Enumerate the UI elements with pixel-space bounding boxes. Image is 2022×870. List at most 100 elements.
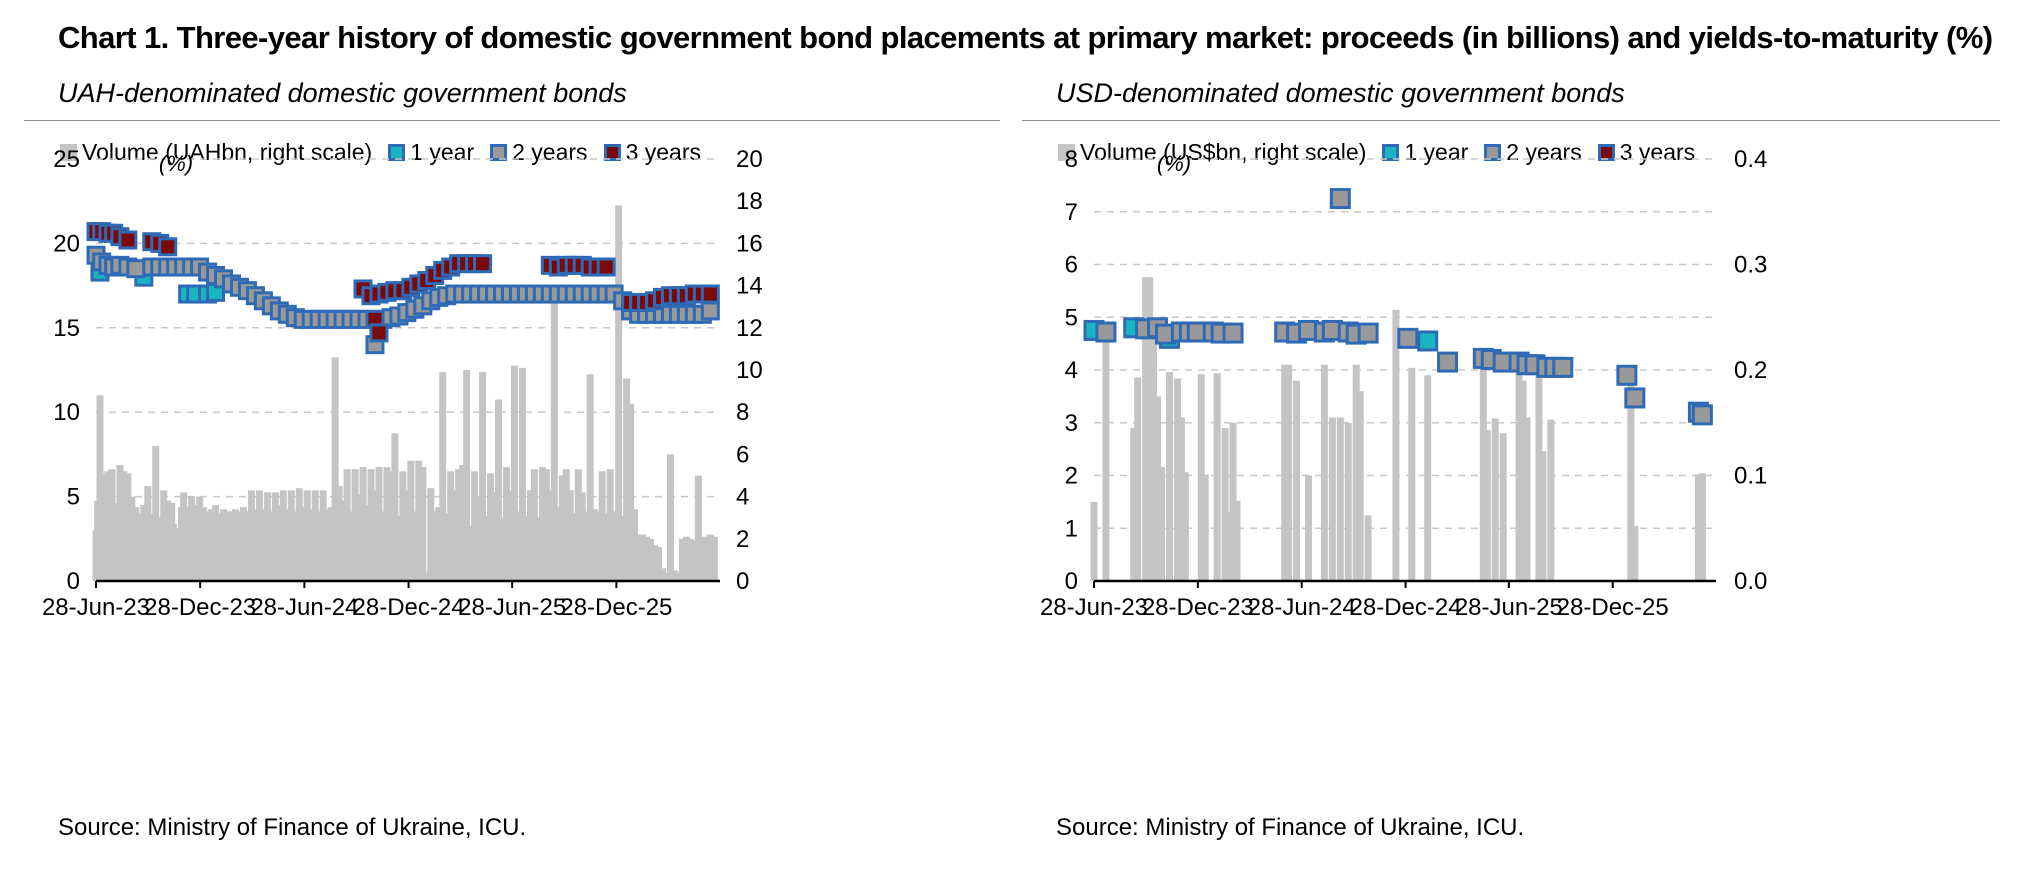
y-right-tick-label: 10 <box>736 357 763 384</box>
volume-bar <box>1134 377 1142 581</box>
volume-bar <box>670 570 678 581</box>
marker-3-years <box>700 284 720 304</box>
volume-bar <box>1392 309 1400 581</box>
volume-bar <box>475 496 483 581</box>
volume-bar <box>431 511 439 581</box>
volume-bar <box>427 488 435 581</box>
volume-bar <box>534 517 542 581</box>
y-left-tick-label: 10 <box>53 399 80 426</box>
marker-3-years <box>158 237 178 257</box>
legend-swatch-1-year <box>1382 143 1400 161</box>
chart-title: Chart 1. Three-year history of domestic … <box>58 20 1993 55</box>
y-right-tick-label: 14 <box>736 273 763 300</box>
volume-bar <box>1694 474 1702 581</box>
volume-bar <box>383 467 391 581</box>
volume-bar <box>518 367 526 581</box>
y-left-tick-label: 15 <box>53 315 80 342</box>
volume-bar <box>267 511 275 581</box>
y-left-tick-label: 7 <box>1065 199 1078 226</box>
x-tick-label: 28-Dec-25 <box>1557 594 1669 621</box>
volume-bar <box>1150 317 1158 581</box>
volume-bar <box>631 509 639 581</box>
volume-bar <box>698 536 706 581</box>
legend-item-2-years: 2 years <box>490 139 588 166</box>
y-right-tick-label: 0.0 <box>1734 568 1767 595</box>
volume-bar <box>639 534 647 581</box>
volume-bar <box>247 490 255 581</box>
volume-bar <box>419 467 427 581</box>
volume-bar <box>423 572 431 581</box>
volume-bar <box>367 469 375 581</box>
volume-bar <box>1173 378 1181 581</box>
volume-bar <box>1165 372 1173 581</box>
legend-swatch-2-years <box>1484 143 1502 161</box>
volume-bar <box>224 511 232 581</box>
volume-bar <box>647 538 655 581</box>
volume-bar <box>1408 367 1416 581</box>
marker-2-years <box>1552 356 1574 378</box>
volume-bar <box>263 492 271 581</box>
volume-bar <box>395 515 403 581</box>
volume-bar <box>627 403 635 581</box>
volume-bar <box>303 490 311 581</box>
volume-bar <box>271 492 279 581</box>
y-left-tick-label: 2 <box>1065 463 1078 490</box>
x-tick-label: 28-Dec-23 <box>1142 594 1254 621</box>
volume-bar <box>590 509 598 581</box>
volume-bar <box>674 572 682 581</box>
legend-swatch-2-years <box>490 143 508 161</box>
volume-bar <box>1535 363 1543 581</box>
x-tick-label: 28-Dec-24 <box>1350 594 1462 621</box>
volume-bar <box>1479 360 1487 581</box>
legend-item-1-year: 1 year <box>388 139 474 166</box>
y-right-tick-label: 12 <box>736 315 763 342</box>
marker-2-years <box>1616 364 1638 386</box>
legend-label-1-year: 1 year <box>410 138 475 165</box>
volume-bar <box>582 511 590 581</box>
volume-bar <box>196 496 204 581</box>
marker-2-years <box>126 259 146 279</box>
x-tick-label: 28-Jun-25 <box>1455 594 1563 621</box>
marker-2-years <box>1437 351 1459 373</box>
y-left-tick-label: 5 <box>1065 304 1078 331</box>
volume-bar <box>287 490 295 581</box>
legend-swatch-volume <box>1058 143 1075 161</box>
volume-bar <box>566 490 574 581</box>
volume-bar <box>283 509 291 581</box>
volume-bar <box>435 507 443 581</box>
y-right-tick-label: 0.3 <box>1734 252 1767 279</box>
volume-bar <box>658 568 666 581</box>
volume-bar <box>643 536 651 581</box>
volume-bar <box>619 515 627 581</box>
volume-bar <box>216 513 224 581</box>
volume-bar <box>499 517 507 581</box>
volume-bar <box>243 511 251 581</box>
volume-bar <box>443 513 451 581</box>
x-tick-label: 28-Jun-23 <box>42 594 150 621</box>
volume-bar <box>1293 380 1301 581</box>
volume-bar <box>1328 417 1336 581</box>
volume-bar <box>1158 467 1166 581</box>
volume-bar <box>655 547 663 581</box>
marker-2-years <box>1357 322 1379 344</box>
volume-bar <box>323 509 331 581</box>
marker-2-years <box>1691 404 1713 426</box>
volume-bar <box>662 572 670 581</box>
legend-label-3-years: 3 years <box>1619 138 1696 165</box>
volume-bar <box>259 509 267 581</box>
volume-bar <box>439 372 447 581</box>
volume-bar <box>1352 364 1360 581</box>
volume-bar <box>578 492 586 581</box>
uah-chart-plot: 051015202502468101214161820(%)28-Jun-232… <box>42 146 763 621</box>
y-right-tick-label: 0.1 <box>1734 463 1767 490</box>
y-unit-label: (%) <box>1157 151 1191 176</box>
volume-bar <box>375 467 383 581</box>
y-left-tick-label: 5 <box>67 484 80 511</box>
volume-bar <box>407 460 415 581</box>
volume-bar <box>479 372 487 581</box>
volume-bar <box>204 511 212 581</box>
uah-legend: Volume (UAHbn, right scale) 1 year 2 yea… <box>60 132 717 172</box>
volume-bar <box>1102 327 1110 581</box>
volume-bar <box>251 509 259 581</box>
volume-bar <box>526 490 534 581</box>
